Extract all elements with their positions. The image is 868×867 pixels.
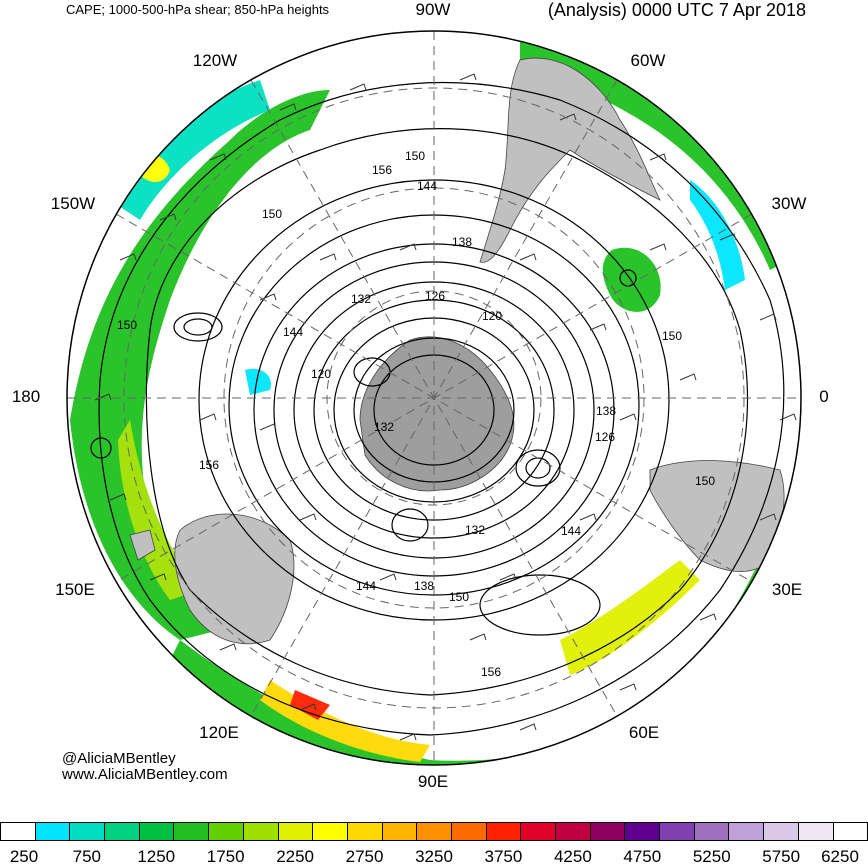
contour-label: 138 [414,579,434,593]
contour-label: 156 [481,665,501,679]
colorbar-swatch [173,822,208,841]
lon-label-150e: 150E [55,580,95,600]
lon-label-90e: 90E [418,772,448,792]
colorbar-swatch [555,822,590,841]
credit-website: www.AliciaMBentley.com [62,767,228,783]
contour-label: 150 [695,474,715,488]
colorbar-tick-label: 4750 [623,847,661,867]
contour-label: 150 [262,207,282,221]
colorbar-swatch [69,822,104,841]
contour-label: 132 [374,420,394,434]
colorbar-swatch [451,822,486,841]
colorbar-swatch [0,822,35,841]
colorbar-tick-label: 1750 [207,847,245,867]
lon-label-30e: 30E [772,580,802,600]
contour-label: 120 [311,367,331,381]
colorbar-tick-label: 2250 [276,847,314,867]
colorbar-swatch [35,822,70,841]
contour-label: 156 [199,458,219,472]
credits: @AliciaMBentley www.AliciaMBentley.com [62,751,228,783]
colorbar-tick-label: 250 [10,847,38,867]
colorbar-tick-label: 5250 [693,847,731,867]
contour-label: 144 [417,179,437,193]
contour-label: 144 [356,579,376,593]
contour-label: 132 [351,292,371,306]
colorbar-tick-label: 5750 [762,847,800,867]
colorbar-swatch [694,822,729,841]
colorbar-swatch [208,822,243,841]
colorbar-swatch [520,822,555,841]
lon-label-90w: 90W [416,0,451,20]
lon-label-0: 0 [819,387,828,407]
contour-label: 156 [372,163,392,177]
colorbar-tick-label: 6250 [821,847,859,867]
contour-label: 126 [595,430,615,444]
contour-label: 120 [482,309,502,323]
contour-label: 126 [425,289,445,303]
colorbar-tick-label: 1250 [137,847,175,867]
lon-label-120e: 120E [199,723,239,743]
lon-label-60e: 60E [629,723,659,743]
lon-label-180: 180 [12,387,40,407]
colorbar-tick-label: 3750 [485,847,523,867]
colorbar-swatch [624,822,659,841]
colorbar-swatch [486,822,521,841]
colorbar-tick-label: 750 [73,847,101,867]
colorbar-tick-label: 4250 [554,847,592,867]
contour-label: 150 [662,329,682,343]
cape-colorbar [0,822,868,842]
colorbar-swatch [763,822,798,841]
colorbar-swatch [798,822,833,841]
credit-handle: @AliciaMBentley [62,751,228,767]
lon-label-120w: 120W [193,51,237,71]
contour-label: 150 [117,318,137,332]
contour-label: 138 [596,404,616,418]
colorbar-tick-label: 2750 [346,847,384,867]
colorbar-swatch [278,822,313,841]
colorbar-swatch [347,822,382,841]
colorbar-swatch [833,822,868,841]
contour-label: 150 [405,149,425,163]
contour-label: 138 [452,235,472,249]
colorbar-swatch [659,822,694,841]
colorbar-swatch [243,822,278,841]
contour-label: 132 [465,523,485,537]
colorbar-swatch [728,822,763,841]
colorbar-swatch [139,822,174,841]
colorbar-swatch [416,822,451,841]
colorbar-tick-label: 3250 [415,847,453,867]
colorbar-swatch [590,822,625,841]
colorbar-tick-labels: 250 750 1250 1750 2250 2750 3250 3750 4250 4750 52… [0,847,868,865]
colorbar-swatch [104,822,139,841]
contour-label: 144 [561,524,581,538]
contour-label: 150 [449,590,469,604]
contour-label: 144 [283,325,303,339]
lon-label-30w: 30W [772,194,807,214]
lon-label-60w: 60W [631,51,666,71]
colorbar-swatch [382,822,417,841]
colorbar-swatch [312,822,347,841]
lon-label-150w: 150W [51,194,95,214]
